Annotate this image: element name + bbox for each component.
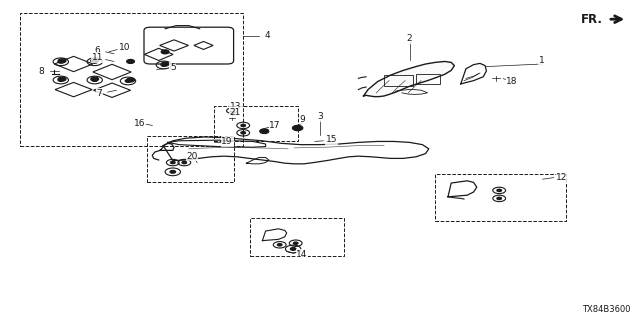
Circle shape: [227, 116, 236, 121]
Text: 17: 17: [269, 121, 281, 130]
Text: 1: 1: [540, 56, 545, 65]
Polygon shape: [364, 61, 454, 97]
Text: 13: 13: [230, 102, 241, 111]
Circle shape: [497, 189, 502, 191]
Circle shape: [58, 59, 66, 63]
Circle shape: [278, 244, 282, 246]
Circle shape: [91, 77, 99, 81]
Circle shape: [292, 125, 303, 131]
Circle shape: [91, 59, 99, 63]
Text: 8: 8: [39, 67, 44, 76]
Circle shape: [230, 110, 234, 112]
Text: FR.: FR.: [581, 13, 603, 26]
Text: 7: 7: [97, 89, 102, 98]
Circle shape: [161, 50, 169, 54]
Circle shape: [58, 60, 63, 63]
Text: 20: 20: [186, 152, 198, 161]
Text: 15: 15: [326, 135, 337, 144]
Circle shape: [127, 60, 134, 63]
Text: 11: 11: [92, 53, 103, 62]
Circle shape: [170, 171, 175, 173]
Circle shape: [291, 248, 296, 250]
Circle shape: [58, 77, 66, 81]
Circle shape: [241, 132, 246, 134]
Text: 21: 21: [230, 108, 241, 117]
Text: 18: 18: [506, 77, 518, 86]
Bar: [384, 75, 413, 86]
Text: 16: 16: [134, 119, 145, 128]
Circle shape: [92, 79, 97, 81]
Circle shape: [241, 124, 246, 126]
Circle shape: [182, 161, 187, 164]
Text: TX84B3600: TX84B3600: [582, 305, 630, 314]
Bar: [435, 174, 566, 221]
Circle shape: [58, 79, 63, 81]
Text: 4: 4: [265, 31, 270, 40]
Bar: [20, 13, 243, 146]
Text: 5: 5: [170, 63, 175, 72]
Circle shape: [161, 64, 166, 66]
Bar: [147, 136, 234, 182]
Text: 3: 3: [317, 112, 323, 121]
Bar: [214, 106, 298, 141]
Text: 6: 6: [95, 46, 100, 55]
Circle shape: [293, 242, 298, 244]
Text: 19: 19: [221, 137, 233, 146]
Circle shape: [170, 161, 175, 164]
Circle shape: [125, 80, 131, 82]
Text: 9: 9: [300, 115, 305, 124]
Bar: [416, 74, 440, 84]
Circle shape: [127, 78, 134, 82]
Circle shape: [92, 60, 97, 63]
Text: 10: 10: [119, 43, 131, 52]
Circle shape: [161, 62, 169, 66]
Circle shape: [490, 75, 502, 82]
Text: 14: 14: [296, 250, 308, 259]
Text: 12: 12: [556, 173, 568, 182]
Text: 2: 2: [407, 34, 412, 43]
Circle shape: [497, 197, 502, 200]
Circle shape: [260, 129, 269, 133]
Bar: [250, 218, 344, 256]
